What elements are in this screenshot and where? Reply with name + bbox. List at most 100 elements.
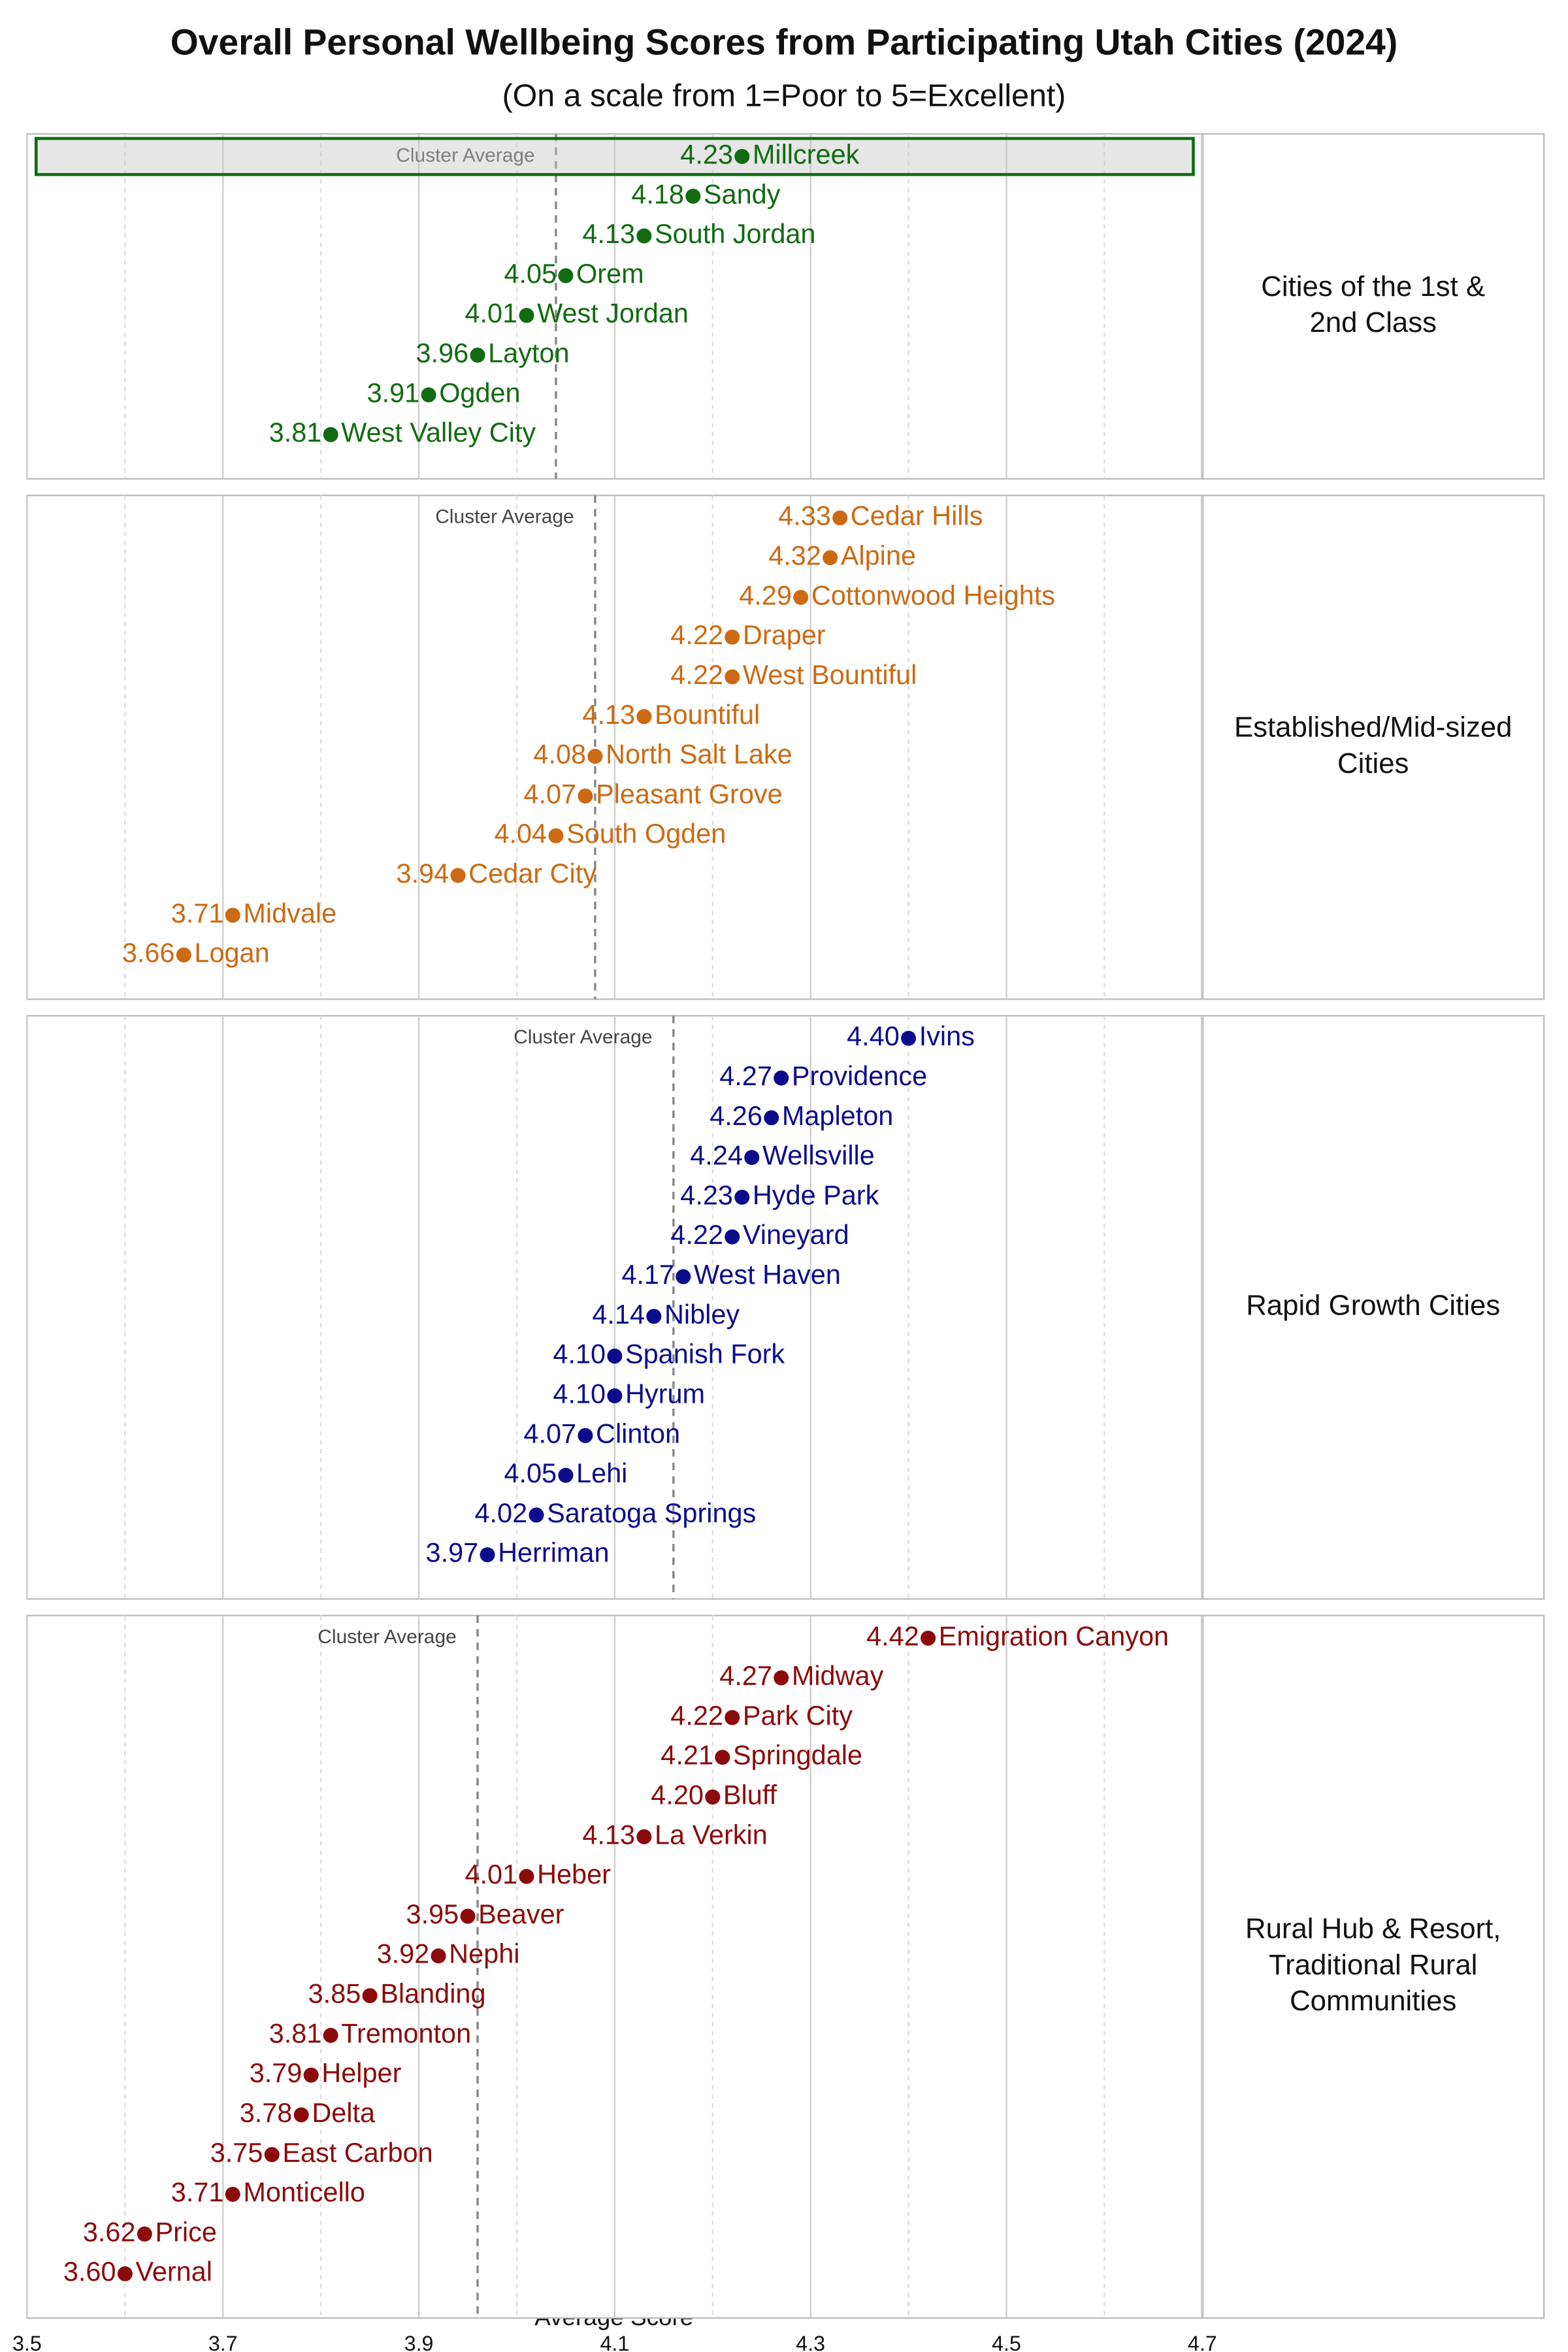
dot xyxy=(636,1829,652,1844)
value-label: 3.95 xyxy=(406,1899,459,1929)
city-label: Saratoga Springs xyxy=(547,1497,756,1528)
facet-label: Established/Mid-sized xyxy=(1234,711,1512,743)
value-label: 4.22 xyxy=(670,659,723,690)
value-label: 3.91 xyxy=(367,377,420,408)
value-label: 4.13 xyxy=(582,699,635,730)
city-label: Price xyxy=(155,2216,216,2247)
value-label: 3.96 xyxy=(416,338,469,368)
cluster-average-label: Cluster Average xyxy=(514,1026,652,1048)
city-label: Spanish Fork xyxy=(625,1339,785,1369)
facet-label: Cities xyxy=(1337,747,1409,779)
value-label: 3.66 xyxy=(122,938,175,968)
dot xyxy=(725,1710,740,1725)
x-tick-label: 3.9 xyxy=(404,2332,434,2352)
value-label: 4.18 xyxy=(631,178,684,209)
dot xyxy=(823,550,838,566)
x-tick-label: 4.1 xyxy=(600,2332,629,2352)
dot xyxy=(685,188,701,204)
city-label: Logan xyxy=(194,938,269,968)
dot xyxy=(225,907,240,923)
value-label: 4.05 xyxy=(504,1458,557,1488)
dot xyxy=(460,1908,476,1924)
dot xyxy=(587,749,603,764)
value-label: 4.10 xyxy=(553,1339,606,1369)
city-label: West Bountiful xyxy=(743,659,917,690)
city-label: Bluff xyxy=(723,1780,777,1810)
dot xyxy=(225,2187,240,2202)
dot xyxy=(578,1428,593,1443)
city-label: Park City xyxy=(743,1700,853,1731)
dot xyxy=(607,1388,623,1404)
value-label: 4.33 xyxy=(778,500,831,531)
dot xyxy=(607,1348,623,1364)
value-label: 4.13 xyxy=(582,218,635,249)
value-label: 3.71 xyxy=(171,898,224,928)
value-label: 4.13 xyxy=(582,1819,635,1850)
dot xyxy=(470,348,485,363)
city-label: Sandy xyxy=(704,178,781,209)
value-label: 4.10 xyxy=(553,1378,606,1409)
value-label: 4.21 xyxy=(661,1740,713,1771)
city-label: Lehi xyxy=(576,1458,627,1488)
dot xyxy=(636,228,652,244)
dot xyxy=(734,149,750,165)
city-label: Providence xyxy=(792,1060,927,1091)
value-label: 4.24 xyxy=(690,1140,743,1171)
dot xyxy=(264,2147,280,2163)
dot xyxy=(725,669,740,685)
dot xyxy=(137,2226,152,2242)
city-label: Bountiful xyxy=(655,699,760,730)
dot xyxy=(362,1988,378,2004)
value-label: 3.81 xyxy=(269,2017,322,2048)
value-label: 4.23 xyxy=(680,1179,733,1210)
facet-label: Rural Hub & Resort, xyxy=(1245,1913,1501,1945)
value-label: 3.97 xyxy=(426,1537,479,1568)
city-label: Nibley xyxy=(664,1299,740,1330)
city-label: Orem xyxy=(576,258,644,289)
city-label: Millcreek xyxy=(753,139,860,169)
city-label: Springdale xyxy=(733,1740,862,1771)
dot xyxy=(725,629,740,645)
value-label: 3.60 xyxy=(63,2256,116,2287)
panel-background xyxy=(26,1614,1545,2319)
value-label: 4.22 xyxy=(670,1700,723,1731)
value-label: 4.04 xyxy=(494,818,547,849)
city-label: La Verkin xyxy=(655,1819,768,1850)
dot xyxy=(519,308,534,323)
dot xyxy=(793,589,809,605)
city-label: Tremonton xyxy=(341,2017,471,2048)
dot xyxy=(774,1070,789,1086)
city-label: Ivins xyxy=(919,1021,975,1051)
city-label: Mapleton xyxy=(782,1100,893,1131)
value-label: 4.01 xyxy=(465,1859,517,1889)
cluster-average-label: Cluster Average xyxy=(435,506,574,528)
city-label: West Haven xyxy=(694,1259,841,1290)
dot xyxy=(921,1630,936,1646)
value-label: 3.81 xyxy=(269,417,322,448)
value-label: 4.01 xyxy=(465,298,517,329)
value-label: 3.75 xyxy=(210,2137,263,2168)
value-label: 4.02 xyxy=(474,1497,527,1528)
city-label: West Jordan xyxy=(537,298,689,329)
dot xyxy=(450,868,466,883)
dot xyxy=(734,1189,750,1205)
city-label: Pleasant Grove xyxy=(596,778,783,809)
city-label: North Salt Lake xyxy=(606,739,792,770)
value-label: 3.78 xyxy=(240,2097,293,2128)
dot xyxy=(646,1309,662,1324)
value-label: 4.22 xyxy=(670,1219,723,1250)
value-label: 3.85 xyxy=(308,1978,361,2009)
x-tick-label: 4.7 xyxy=(1188,2332,1217,2352)
cluster-average-label: Cluster Average xyxy=(396,144,534,166)
city-label: Herriman xyxy=(498,1537,609,1568)
city-label: Vineyard xyxy=(743,1219,849,1250)
dot xyxy=(431,1948,446,1964)
city-label: Vernal xyxy=(135,2256,212,2287)
value-label: 4.26 xyxy=(710,1100,762,1131)
city-label: South Jordan xyxy=(655,218,816,249)
value-label: 4.23 xyxy=(680,139,733,169)
dot xyxy=(303,2067,319,2083)
dot xyxy=(323,427,338,442)
value-label: 4.14 xyxy=(592,1299,645,1330)
